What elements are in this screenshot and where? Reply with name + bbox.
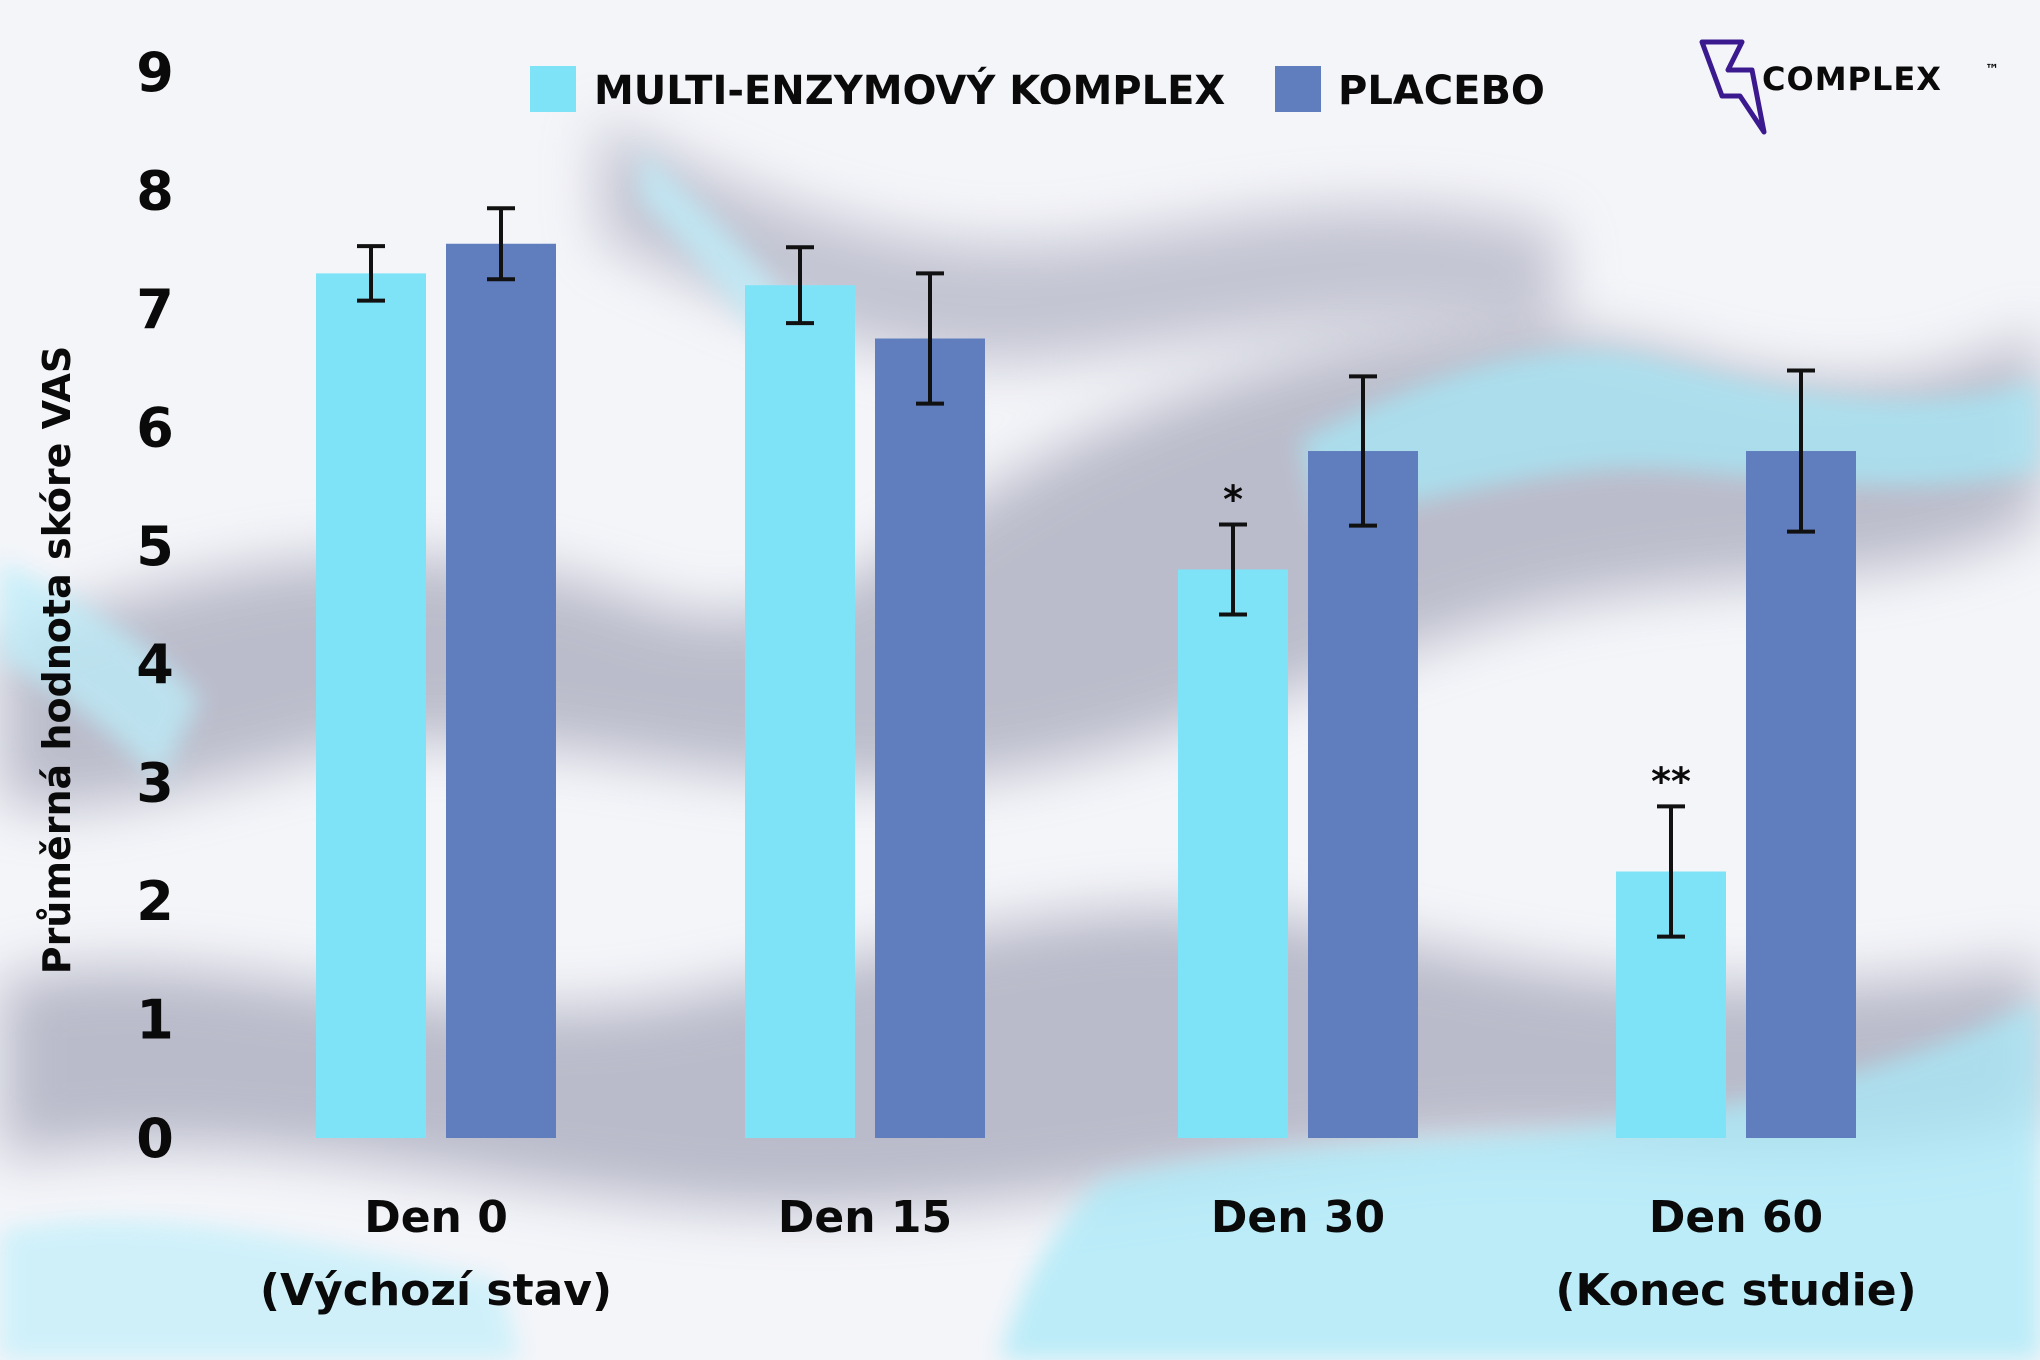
y-tick-label: 3 (136, 752, 174, 815)
y-tick-label: 5 (136, 515, 174, 578)
x-category-label: Den 30 (1211, 1192, 1385, 1243)
legend-swatch-placebo (1275, 66, 1321, 112)
y-axis-label: Průměrná hodnota skóre VAS (35, 346, 79, 975)
significance-marker: ** (1651, 759, 1691, 803)
legend: MULTI-ENZYMOVÝ KOMPLEX PLACEBO (530, 65, 1545, 114)
brand-trademark: ™ (1985, 62, 1999, 78)
bar (316, 273, 426, 1138)
bar (1178, 569, 1288, 1138)
brand-name: COMPLEX (1762, 60, 1942, 98)
bar (1746, 451, 1856, 1138)
x-category-label: Den 0 (364, 1192, 508, 1243)
legend-swatch-enzyme (530, 66, 576, 112)
bar (1308, 451, 1418, 1138)
legend-label-enzyme: MULTI-ENZYMOVÝ KOMPLEX (594, 65, 1225, 114)
y-tick-label: 8 (136, 159, 174, 222)
y-tick-label: 1 (136, 989, 174, 1052)
bars: *** (316, 206, 1856, 1138)
x-category-sublabel: (Výchozí stav) (260, 1265, 612, 1316)
bar (875, 338, 985, 1138)
lightning-bolt-icon (1699, 39, 1767, 135)
y-axis-ticks: 0 1 2 3 4 5 6 7 8 9 (136, 41, 174, 1170)
significance-marker: * (1223, 477, 1243, 521)
x-category-sublabel: (Konec studie) (1555, 1265, 1916, 1316)
bar (446, 243, 556, 1138)
y-tick-label: 4 (136, 633, 174, 696)
y-tick-label: 0 (136, 1107, 174, 1170)
y-tick-label: 2 (136, 870, 174, 933)
legend-label-placebo: PLACEBO (1338, 68, 1545, 114)
y-tick-label: 9 (136, 41, 174, 104)
y-tick-label: 7 (136, 278, 174, 341)
x-axis-categories: Den 0 (Výchozí stav) Den 15 Den 30 Den 60 (Ko… (260, 1192, 1917, 1316)
x-category-label: Den 15 (778, 1192, 952, 1243)
y-tick-label: 6 (136, 396, 174, 459)
bar (745, 285, 855, 1138)
brand-logo: COMPLEX ™ (1699, 39, 1999, 135)
x-category-label: Den 60 (1649, 1192, 1823, 1243)
